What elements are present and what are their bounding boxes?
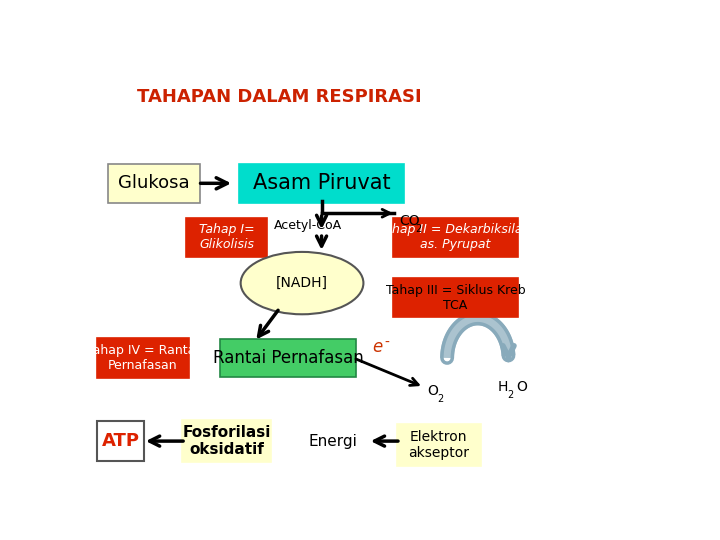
Text: e: e [372,338,382,356]
Text: Rantai Pernafasan: Rantai Pernafasan [212,349,364,367]
Text: Tahap II = Dekarbiksilasi
as. Pyrupat: Tahap II = Dekarbiksilasi as. Pyrupat [378,224,533,251]
Text: CO: CO [400,214,420,228]
FancyBboxPatch shape [108,164,200,203]
FancyBboxPatch shape [392,218,518,257]
Text: Tahap I=
Glikolisis: Tahap I= Glikolisis [199,224,255,251]
FancyBboxPatch shape [397,424,481,466]
Text: Tahap III = Siklus Kreb
TCA: Tahap III = Siklus Kreb TCA [386,284,526,312]
Text: 2: 2 [415,224,421,234]
Text: Acetyl-CoA: Acetyl-CoA [274,219,342,232]
Text: [NADH]: [NADH] [276,276,328,290]
FancyBboxPatch shape [182,420,271,462]
Text: Tahap IV = Rantai
Pernafasan: Tahap IV = Rantai Pernafasan [87,344,199,372]
FancyBboxPatch shape [97,421,145,461]
Text: ATP: ATP [102,432,140,450]
Text: H: H [498,380,508,394]
Text: O: O [428,384,438,398]
FancyBboxPatch shape [97,338,189,377]
Text: TAHAPAN DALAM RESPIRASI: TAHAPAN DALAM RESPIRASI [138,87,422,106]
FancyBboxPatch shape [186,218,267,257]
Text: Fosforilasi
oksidatif: Fosforilasi oksidatif [183,425,271,457]
Ellipse shape [240,252,364,314]
Text: O: O [516,380,526,394]
Text: Energi: Energi [308,434,357,449]
Text: 2: 2 [508,389,513,400]
FancyBboxPatch shape [392,278,518,318]
Text: Asam Piruvat: Asam Piruvat [253,173,390,193]
Text: Glukosa: Glukosa [118,174,190,192]
FancyBboxPatch shape [239,164,404,203]
Text: -: - [384,335,389,349]
FancyBboxPatch shape [220,339,356,377]
Text: Elektron
akseptor: Elektron akseptor [408,430,469,461]
Text: 2: 2 [438,394,444,404]
